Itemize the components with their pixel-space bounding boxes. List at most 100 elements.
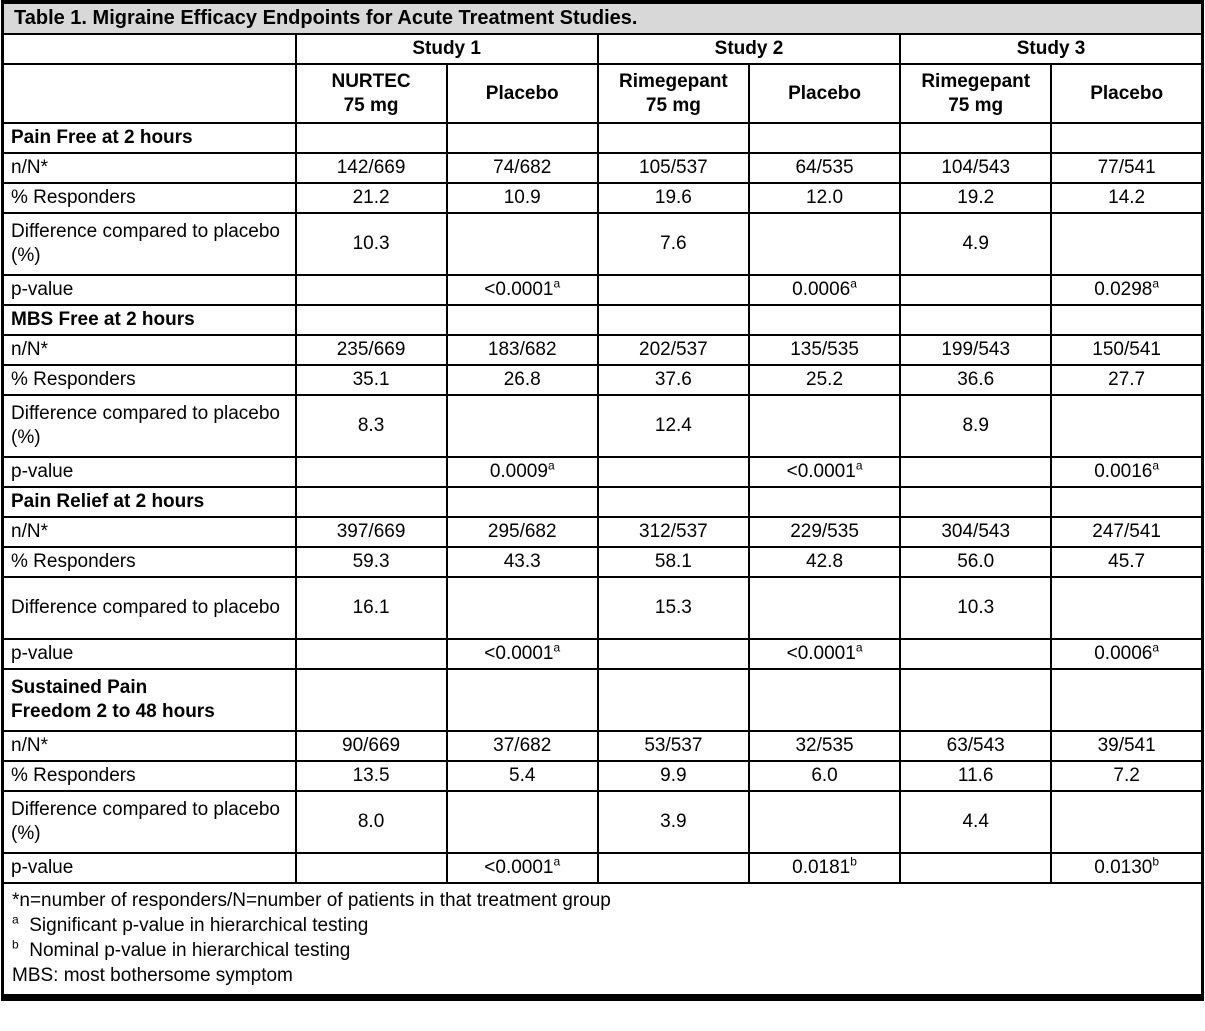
footnotes-cell: *n=number of responders/N=number of pati… — [1, 882, 1204, 999]
empty-cell — [445, 790, 599, 854]
row-label: n/N* — [1, 334, 297, 366]
value-cell: 183/682 — [445, 334, 599, 366]
empty-cell — [1050, 576, 1204, 640]
p-value-cell: 0.0006a — [747, 274, 902, 306]
value-cell: 7.2 — [1050, 760, 1204, 792]
arm-header-nurtec: NURTEC 75 mg — [294, 63, 448, 124]
value-cell: 7.6 — [596, 212, 750, 276]
data-row: % Responders 13.5 5.4 9.9 6.0 11.6 7.2 — [1, 760, 1204, 792]
value-cell: 142/669 — [294, 152, 448, 184]
value-cell: 53/537 — [596, 730, 750, 762]
empty-cell — [596, 456, 750, 488]
empty-cell — [294, 668, 448, 732]
data-row: Difference compared to placebo (%) 8.0 3.9… — [1, 790, 1204, 854]
p-value-cell: 0.0298a — [1050, 274, 1204, 306]
arm-header-placebo-1: Placebo — [445, 63, 599, 124]
section-header-row: Pain Relief at 2 hours — [1, 486, 1204, 518]
footnote-asterisk: *n=number of responders/N=number of pati… — [12, 890, 611, 911]
empty-cell — [294, 274, 448, 306]
empty-cell — [596, 304, 750, 336]
row-label: p-value — [1, 274, 297, 306]
data-row: Difference compared to placebo (%) 8.3 12.… — [1, 394, 1204, 458]
empty-cell — [747, 576, 902, 640]
footnote-marker: a — [1152, 640, 1160, 655]
empty-cell — [1050, 790, 1204, 854]
p-value-cell: <0.0001a — [747, 638, 902, 670]
empty-cell — [294, 486, 448, 518]
footnote-marker: a — [1152, 458, 1160, 473]
value-cell: 45.7 — [1050, 546, 1204, 578]
p-value-text: 0.0130 — [1094, 857, 1153, 879]
p-value-cell: <0.0001a — [445, 638, 599, 670]
footnote-b-text: Nominal p-value in hierarchical testing — [29, 940, 351, 961]
footnote-marker: a — [553, 854, 561, 869]
footnote-marker: a — [1152, 276, 1160, 291]
p-value-cell: <0.0001a — [747, 456, 902, 488]
value-cell: 37.6 — [596, 364, 750, 396]
footnote-a-marker: a — [12, 912, 19, 927]
empty-cell — [899, 638, 1053, 670]
empty-cell — [747, 790, 902, 854]
row-label: Difference compared to placebo (%) — [1, 394, 297, 458]
data-row: Difference compared to placebo 16.1 15.3 10… — [1, 576, 1204, 640]
empty-cell — [1050, 668, 1204, 732]
p-value-text: 0.0181 — [792, 857, 851, 879]
empty-cell — [747, 394, 902, 458]
footnote-a: a Significant p-value in hierarchical te… — [12, 913, 1193, 938]
empty-cell — [899, 274, 1053, 306]
empty-cell — [1050, 394, 1204, 458]
value-cell: 10.3 — [294, 212, 448, 276]
empty-cell — [747, 486, 902, 518]
value-cell: 37/682 — [445, 730, 599, 762]
data-row: p-value <0.0001 a 0.0006a 0.0298a — [1, 274, 1204, 306]
empty-corner-cell — [1, 33, 297, 65]
value-cell: 27.7 — [1050, 364, 1204, 396]
empty-corner-cell — [1, 63, 297, 124]
empty-cell — [899, 304, 1053, 336]
p-value-text: <0.0001 — [484, 279, 554, 301]
p-value-text: 0.0006 — [792, 279, 851, 301]
study-header-row: Study 1 Study 2 Study 3 — [1, 33, 1204, 65]
empty-cell — [294, 638, 448, 670]
arm-header-placebo-2: Placebo — [747, 63, 902, 124]
row-label: n/N* — [1, 516, 297, 548]
row-label: % Responders — [1, 760, 297, 792]
empty-cell — [747, 212, 902, 276]
empty-cell — [747, 122, 902, 154]
empty-cell — [596, 274, 750, 306]
value-cell: 9.9 — [596, 760, 750, 792]
empty-cell — [445, 212, 599, 276]
empty-cell — [1050, 212, 1204, 276]
value-cell: 397/669 — [294, 516, 448, 548]
empty-cell — [596, 852, 750, 884]
empty-cell — [899, 456, 1053, 488]
p-value-text: 0.0016 — [1094, 461, 1153, 483]
value-cell: 77/541 — [1050, 152, 1204, 184]
value-cell: 202/537 — [596, 334, 750, 366]
value-cell: 16.1 — [294, 576, 448, 640]
empty-cell — [445, 486, 599, 518]
value-cell: 58.1 — [596, 546, 750, 578]
value-cell: 8.3 — [294, 394, 448, 458]
table-title: Table 1. Migraine Efficacy Endpoints for… — [1, 1, 1204, 35]
empty-cell — [294, 456, 448, 488]
empty-cell — [1050, 122, 1204, 154]
p-value-cell: 0.0130b — [1050, 852, 1204, 884]
p-value-text: <0.0001 — [484, 857, 554, 879]
value-cell: 90/669 — [294, 730, 448, 762]
value-cell: 36.6 — [899, 364, 1053, 396]
value-cell: 42.8 — [747, 546, 902, 578]
efficacy-table: Table 1. Migraine Efficacy Endpoints for… — [1, 0, 1204, 1001]
data-row: % Responders 35.1 26.8 37.6 25.2 36.6 27.7 — [1, 364, 1204, 396]
value-cell: 12.0 — [747, 182, 902, 214]
p-value-cell: 0.0181b — [747, 852, 902, 884]
value-cell: 104/543 — [899, 152, 1053, 184]
empty-cell — [445, 304, 599, 336]
value-cell: 229/535 — [747, 516, 902, 548]
row-label: % Responders — [1, 546, 297, 578]
value-cell: 12.4 — [596, 394, 750, 458]
footnote-marker: b — [1152, 854, 1160, 869]
section-title: Sustained Pain Freedom 2 to 48 hours — [1, 668, 297, 732]
value-cell: 15.3 — [596, 576, 750, 640]
